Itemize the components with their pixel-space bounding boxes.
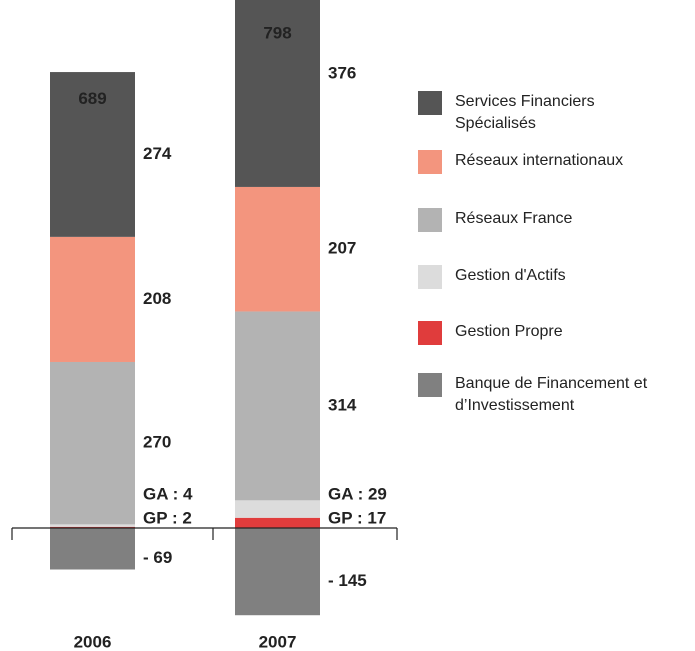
legend-label: Réseaux internationaux [455, 152, 624, 169]
value-label: GP : 2 [143, 508, 192, 527]
value-label: 314 [328, 395, 357, 414]
total-label: 798 [263, 23, 291, 42]
bar-segment [235, 517, 320, 528]
value-label: 208 [143, 289, 171, 308]
legend-item: Banque de Financement et d’Investissemen… [418, 373, 655, 417]
legend-label: Réseaux France [455, 210, 573, 227]
x-tick-label: 2007 [259, 632, 297, 651]
bar-segment [50, 72, 135, 237]
bar-segment [50, 526, 135, 528]
legend-item: Services Financiers Spécialisés [418, 91, 655, 135]
value-label: 376 [328, 63, 356, 82]
value-label: 207 [328, 239, 356, 258]
value-label: GP : 17 [328, 508, 386, 527]
legend-swatch [418, 321, 442, 345]
legend-item: Gestion d'Actifs [418, 265, 566, 289]
legend-label: Gestion d'Actifs [455, 267, 566, 284]
legend-item: Gestion Propre [418, 321, 563, 345]
legend-swatch [418, 150, 442, 174]
bar-segment [50, 236, 135, 362]
bar-segment [50, 361, 135, 525]
bar-segment [50, 528, 135, 570]
bar-segment [235, 528, 320, 616]
value-label: - 69 [143, 548, 172, 567]
value-label: 274 [143, 144, 172, 163]
value-label: - 145 [328, 571, 367, 590]
bar-segment [235, 186, 320, 312]
bar-segment [235, 0, 320, 187]
legend-item: Réseaux internationaux [418, 150, 623, 174]
legend-swatch [418, 373, 442, 397]
total-label: 689 [78, 89, 106, 108]
x-tick-label: 2006 [74, 632, 112, 651]
bar-segment [235, 311, 320, 501]
legend-label: Banque de Financement et d’Investissemen… [455, 375, 648, 414]
legend-swatch [418, 208, 442, 232]
bar-segment [50, 524, 135, 527]
legend-item: Réseaux France [418, 208, 572, 232]
legend-swatch [418, 265, 442, 289]
bar-segment [235, 500, 320, 518]
legend-label: Gestion Propre [455, 323, 563, 340]
legend-swatch [418, 91, 442, 115]
value-label: GA : 29 [328, 484, 387, 503]
legend-label: Services Financiers Spécialisés [455, 93, 595, 132]
value-label: GA : 4 [143, 484, 193, 503]
value-label: 270 [143, 433, 171, 452]
